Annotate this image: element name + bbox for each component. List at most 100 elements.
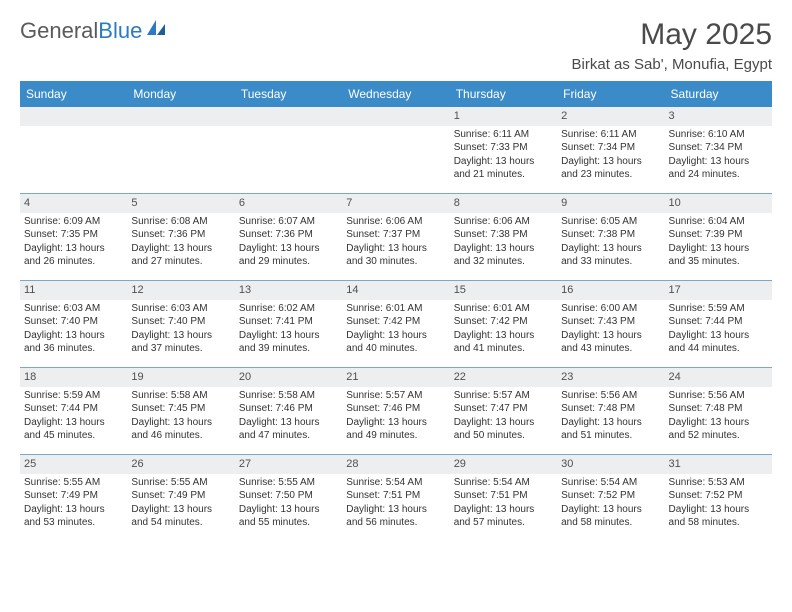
sunrise-text: Sunrise: 6:01 AM	[346, 302, 445, 316]
day-number	[127, 107, 234, 126]
day-content: Sunrise: 5:54 AMSunset: 7:51 PMDaylight:…	[450, 474, 557, 534]
sunrise-text: Sunrise: 6:00 AM	[561, 302, 660, 316]
sunset-text: Sunset: 7:48 PM	[669, 402, 768, 416]
day-cell: 17Sunrise: 5:59 AMSunset: 7:44 PMDayligh…	[665, 281, 772, 367]
sunset-text: Sunset: 7:36 PM	[131, 228, 230, 242]
day-number: 9	[557, 194, 664, 213]
sunrise-text: Sunrise: 6:03 AM	[24, 302, 123, 316]
day-number: 1	[450, 107, 557, 126]
day-number: 31	[665, 455, 772, 474]
title-block: May 2025 Birkat as Sab', Monufia, Egypt	[572, 18, 772, 73]
daylight-text: Daylight: 13 hours and 50 minutes.	[454, 416, 553, 443]
header: GeneralBlue May 2025 Birkat as Sab', Mon…	[20, 18, 772, 73]
sunset-text: Sunset: 7:49 PM	[24, 489, 123, 503]
week-row: 11Sunrise: 6:03 AMSunset: 7:40 PMDayligh…	[20, 281, 772, 368]
day-content: Sunrise: 6:01 AMSunset: 7:42 PMDaylight:…	[342, 300, 449, 360]
sunrise-text: Sunrise: 6:07 AM	[239, 215, 338, 229]
sunset-text: Sunset: 7:39 PM	[669, 228, 768, 242]
day-number	[20, 107, 127, 126]
day-number: 15	[450, 281, 557, 300]
calendar-page: GeneralBlue May 2025 Birkat as Sab', Mon…	[0, 0, 792, 551]
day-content: Sunrise: 5:54 AMSunset: 7:51 PMDaylight:…	[342, 474, 449, 534]
day-number: 30	[557, 455, 664, 474]
day-content: Sunrise: 5:54 AMSunset: 7:52 PMDaylight:…	[557, 474, 664, 534]
logo: GeneralBlue	[20, 18, 167, 44]
day-cell: 29Sunrise: 5:54 AMSunset: 7:51 PMDayligh…	[450, 455, 557, 541]
daylight-text: Daylight: 13 hours and 55 minutes.	[239, 503, 338, 530]
sunrise-text: Sunrise: 6:10 AM	[669, 128, 768, 142]
day-cell	[127, 107, 234, 193]
sunset-text: Sunset: 7:46 PM	[239, 402, 338, 416]
day-number: 22	[450, 368, 557, 387]
day-header: Monday	[127, 81, 234, 107]
daylight-text: Daylight: 13 hours and 54 minutes.	[131, 503, 230, 530]
day-content: Sunrise: 6:00 AMSunset: 7:43 PMDaylight:…	[557, 300, 664, 360]
day-content: Sunrise: 6:11 AMSunset: 7:33 PMDaylight:…	[450, 126, 557, 186]
day-content: Sunrise: 6:06 AMSunset: 7:37 PMDaylight:…	[342, 213, 449, 273]
daylight-text: Daylight: 13 hours and 41 minutes.	[454, 329, 553, 356]
day-content: Sunrise: 6:09 AMSunset: 7:35 PMDaylight:…	[20, 213, 127, 273]
day-cell: 18Sunrise: 5:59 AMSunset: 7:44 PMDayligh…	[20, 368, 127, 454]
daylight-text: Daylight: 13 hours and 39 minutes.	[239, 329, 338, 356]
sunset-text: Sunset: 7:41 PM	[239, 315, 338, 329]
daylight-text: Daylight: 13 hours and 37 minutes.	[131, 329, 230, 356]
day-cell: 31Sunrise: 5:53 AMSunset: 7:52 PMDayligh…	[665, 455, 772, 541]
day-content: Sunrise: 6:07 AMSunset: 7:36 PMDaylight:…	[235, 213, 342, 273]
daylight-text: Daylight: 13 hours and 46 minutes.	[131, 416, 230, 443]
sunset-text: Sunset: 7:46 PM	[346, 402, 445, 416]
weeks-container: 1Sunrise: 6:11 AMSunset: 7:33 PMDaylight…	[20, 107, 772, 541]
sunset-text: Sunset: 7:38 PM	[454, 228, 553, 242]
day-cell: 1Sunrise: 6:11 AMSunset: 7:33 PMDaylight…	[450, 107, 557, 193]
sunrise-text: Sunrise: 5:59 AM	[669, 302, 768, 316]
day-number: 19	[127, 368, 234, 387]
sunset-text: Sunset: 7:50 PM	[239, 489, 338, 503]
day-content: Sunrise: 6:01 AMSunset: 7:42 PMDaylight:…	[450, 300, 557, 360]
sunset-text: Sunset: 7:51 PM	[346, 489, 445, 503]
sunset-text: Sunset: 7:42 PM	[454, 315, 553, 329]
sunset-text: Sunset: 7:34 PM	[669, 141, 768, 155]
day-content: Sunrise: 6:08 AMSunset: 7:36 PMDaylight:…	[127, 213, 234, 273]
sunrise-text: Sunrise: 6:11 AM	[454, 128, 553, 142]
day-content: Sunrise: 5:55 AMSunset: 7:49 PMDaylight:…	[20, 474, 127, 534]
day-number: 4	[20, 194, 127, 213]
sunset-text: Sunset: 7:40 PM	[24, 315, 123, 329]
sunrise-text: Sunrise: 5:57 AM	[454, 389, 553, 403]
daylight-text: Daylight: 13 hours and 51 minutes.	[561, 416, 660, 443]
sunset-text: Sunset: 7:36 PM	[239, 228, 338, 242]
day-number: 29	[450, 455, 557, 474]
sunrise-text: Sunrise: 5:59 AM	[24, 389, 123, 403]
daylight-text: Daylight: 13 hours and 49 minutes.	[346, 416, 445, 443]
sunset-text: Sunset: 7:38 PM	[561, 228, 660, 242]
daylight-text: Daylight: 13 hours and 53 minutes.	[24, 503, 123, 530]
sunrise-text: Sunrise: 5:56 AM	[561, 389, 660, 403]
day-cell: 19Sunrise: 5:58 AMSunset: 7:45 PMDayligh…	[127, 368, 234, 454]
daylight-text: Daylight: 13 hours and 57 minutes.	[454, 503, 553, 530]
sunset-text: Sunset: 7:44 PM	[24, 402, 123, 416]
day-content: Sunrise: 6:11 AMSunset: 7:34 PMDaylight:…	[557, 126, 664, 186]
day-header: Sunday	[20, 81, 127, 107]
sunrise-text: Sunrise: 6:06 AM	[454, 215, 553, 229]
day-number: 28	[342, 455, 449, 474]
day-cell: 6Sunrise: 6:07 AMSunset: 7:36 PMDaylight…	[235, 194, 342, 280]
day-cell: 30Sunrise: 5:54 AMSunset: 7:52 PMDayligh…	[557, 455, 664, 541]
sunset-text: Sunset: 7:35 PM	[24, 228, 123, 242]
day-cell: 22Sunrise: 5:57 AMSunset: 7:47 PMDayligh…	[450, 368, 557, 454]
day-content: Sunrise: 6:04 AMSunset: 7:39 PMDaylight:…	[665, 213, 772, 273]
day-cell: 8Sunrise: 6:06 AMSunset: 7:38 PMDaylight…	[450, 194, 557, 280]
daylight-text: Daylight: 13 hours and 45 minutes.	[24, 416, 123, 443]
day-headers: SundayMondayTuesdayWednesdayThursdayFrid…	[20, 81, 772, 107]
day-cell: 26Sunrise: 5:55 AMSunset: 7:49 PMDayligh…	[127, 455, 234, 541]
sunset-text: Sunset: 7:34 PM	[561, 141, 660, 155]
day-cell: 28Sunrise: 5:54 AMSunset: 7:51 PMDayligh…	[342, 455, 449, 541]
daylight-text: Daylight: 13 hours and 40 minutes.	[346, 329, 445, 356]
day-content: Sunrise: 5:55 AMSunset: 7:49 PMDaylight:…	[127, 474, 234, 534]
sunrise-text: Sunrise: 6:06 AM	[346, 215, 445, 229]
day-cell	[235, 107, 342, 193]
sunrise-text: Sunrise: 6:02 AM	[239, 302, 338, 316]
day-cell: 13Sunrise: 6:02 AMSunset: 7:41 PMDayligh…	[235, 281, 342, 367]
sunrise-text: Sunrise: 5:55 AM	[239, 476, 338, 490]
calendar: SundayMondayTuesdayWednesdayThursdayFrid…	[20, 81, 772, 541]
daylight-text: Daylight: 13 hours and 23 minutes.	[561, 155, 660, 182]
sunset-text: Sunset: 7:45 PM	[131, 402, 230, 416]
day-cell: 4Sunrise: 6:09 AMSunset: 7:35 PMDaylight…	[20, 194, 127, 280]
